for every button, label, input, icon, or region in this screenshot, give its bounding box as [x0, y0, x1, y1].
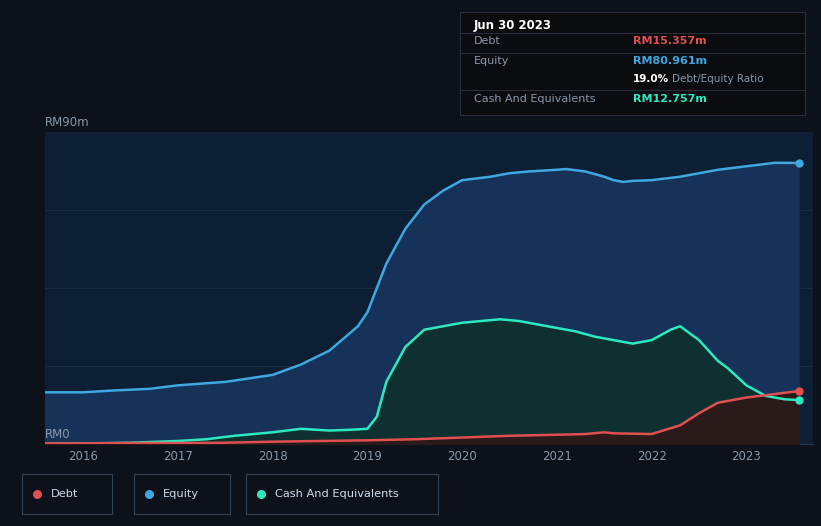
- Text: Debt: Debt: [51, 489, 79, 500]
- Text: Equity: Equity: [163, 489, 200, 500]
- Text: RM12.757m: RM12.757m: [632, 94, 706, 104]
- Text: Equity: Equity: [474, 56, 509, 66]
- Text: Debt: Debt: [474, 36, 501, 46]
- Text: 19.0%: 19.0%: [632, 74, 668, 84]
- Text: Debt/Equity Ratio: Debt/Equity Ratio: [672, 74, 764, 84]
- Text: RM15.357m: RM15.357m: [632, 36, 706, 46]
- Text: RM90m: RM90m: [45, 116, 89, 129]
- Text: RM80.961m: RM80.961m: [632, 56, 707, 66]
- Text: Cash And Equivalents: Cash And Equivalents: [275, 489, 399, 500]
- Text: Cash And Equivalents: Cash And Equivalents: [474, 94, 595, 104]
- Text: RM0: RM0: [45, 428, 71, 441]
- Text: Jun 30 2023: Jun 30 2023: [474, 19, 552, 32]
